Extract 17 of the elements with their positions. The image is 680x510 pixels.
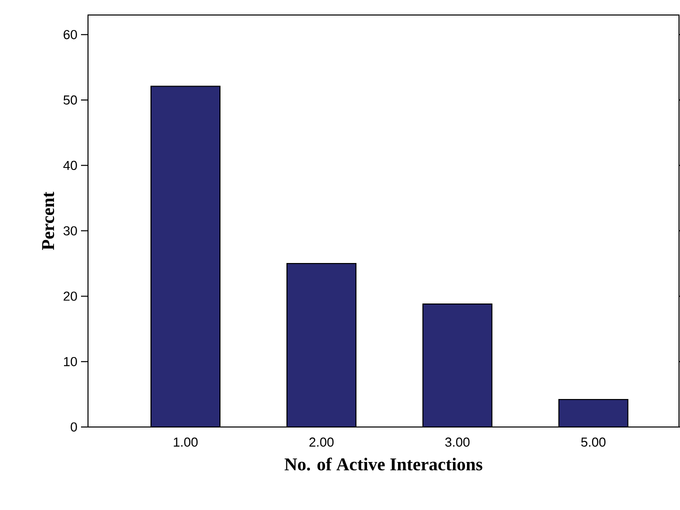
x-tick-label: 3.00 [445, 438, 470, 447]
y-tick-label: 20 [64, 292, 77, 301]
y-axis-title: Percent [42, 192, 54, 250]
x-tick-label: 5.00 [581, 438, 606, 447]
bar [150, 86, 220, 427]
x-tick-label: 2.00 [309, 438, 334, 447]
y-tick-label: 50 [64, 95, 77, 105]
y-tick-label: 60 [64, 30, 77, 40]
x-axis-title: No. of Active Interactions [284, 458, 482, 471]
y-tick-label: 30 [64, 226, 77, 236]
x-tick-label: 1.00 [174, 438, 198, 447]
y-tick-label: 0 [70, 422, 77, 432]
bar [286, 263, 356, 427]
bar [422, 304, 492, 427]
bar [558, 399, 628, 427]
y-tick-label: 40 [63, 160, 77, 170]
y-tick-label: 10 [64, 356, 77, 366]
